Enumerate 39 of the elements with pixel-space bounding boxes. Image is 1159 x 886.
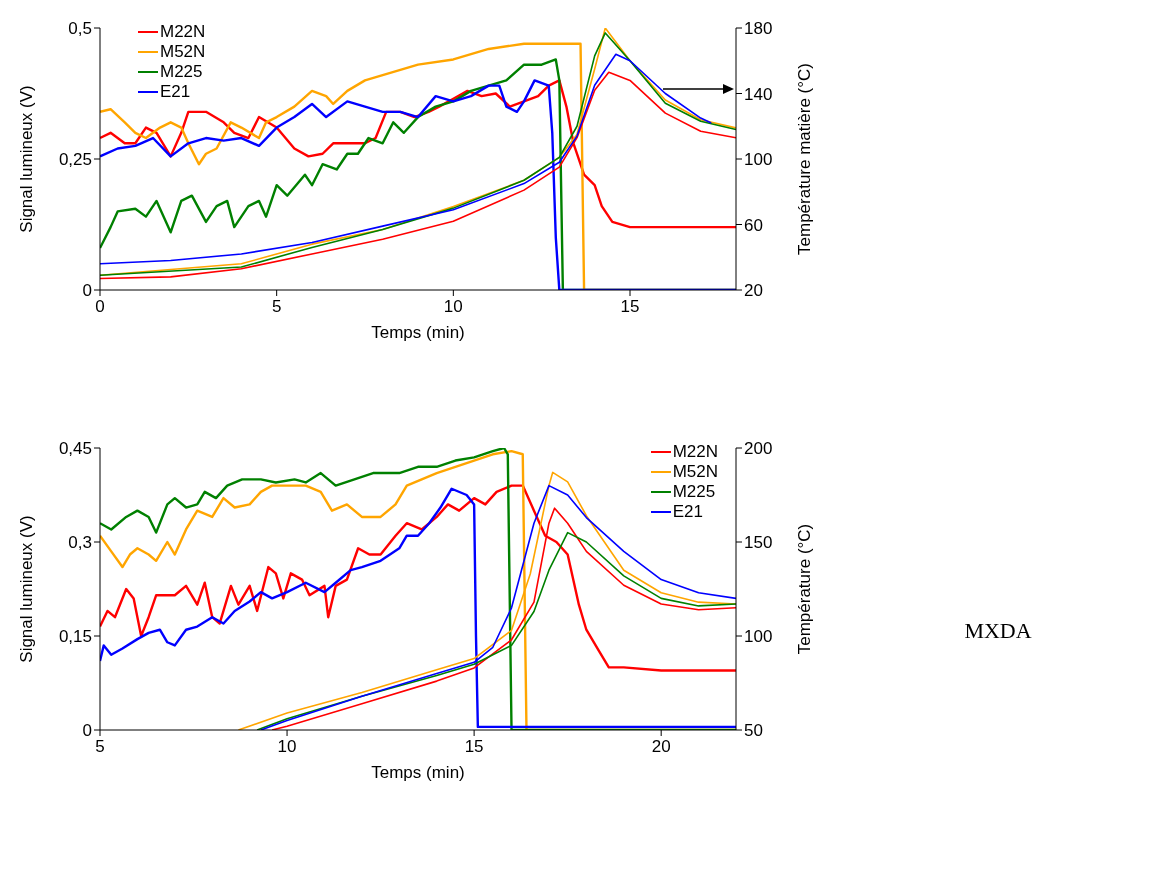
x-tick-label: 0 [95,297,105,317]
x-tick-label: 5 [271,297,282,317]
x-axis-title: Temps (min) [371,763,465,782]
y2-tick-label: 100 [744,150,773,170]
y2-tick-label: 180 [744,19,773,39]
y2-axis-title: Température matière (°C) [795,63,815,255]
legend-label: E21 [672,502,703,522]
y-axis-title: Signal lumineux (V) [17,85,37,233]
y2-tick-label: 150 [744,533,773,553]
y-tick-label: 0,3 [68,533,92,553]
y-tick-label: 0,25 [58,150,92,170]
x-tick-label: 15 [464,737,484,757]
y2-axis-title: Température (°C) [795,523,815,655]
y-axis-title: Signal lumineux (V) [17,515,37,663]
y-tick-label: 0,15 [58,627,92,647]
y2-tick-label: 50 [744,721,763,741]
x-tick-label: 15 [620,297,640,317]
x-tick-label: 20 [651,737,671,757]
text: MXDA [963,618,1033,644]
y-tick-label: 0 [82,281,92,301]
y2-tick-label: 100 [744,627,773,647]
y-tick-label: 0,5 [68,19,92,39]
x-tick-label: 10 [443,297,463,317]
legend-label: M22N [160,22,206,42]
y2-tick-label: 60 [744,215,763,235]
y-tick-label: 0,45 [58,439,92,459]
x-axis-title: Temps (min) [371,323,465,342]
legend-label: M22N [672,442,718,462]
y2-tick-label: 20 [744,281,763,301]
y-tick-label: 0 [82,721,92,741]
legend-label: M225 [672,482,716,502]
legend-label: E21 [160,82,191,102]
y2-tick-label: 200 [744,439,773,459]
legend-label: M52N [672,462,718,482]
x-tick-label: 10 [277,737,297,757]
legend-label: M52N [160,42,206,62]
legend-label: M225 [160,62,203,82]
y2-tick-label: 140 [744,84,773,104]
x-tick-label: 5 [95,737,105,757]
